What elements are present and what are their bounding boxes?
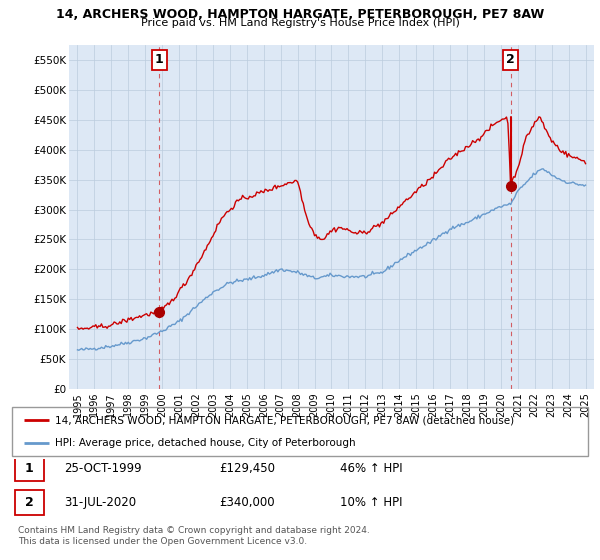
Text: 2: 2: [25, 496, 34, 509]
Text: 2: 2: [506, 53, 515, 67]
Text: 46% ↑ HPI: 46% ↑ HPI: [340, 463, 403, 475]
Text: 1: 1: [155, 53, 163, 67]
Text: 14, ARCHERS WOOD, HAMPTON HARGATE, PETERBOROUGH, PE7 8AW: 14, ARCHERS WOOD, HAMPTON HARGATE, PETER…: [56, 8, 544, 21]
Text: 1: 1: [25, 463, 34, 475]
Bar: [15, 490, 44, 515]
Text: 25-OCT-1999: 25-OCT-1999: [64, 463, 142, 475]
Text: Contains HM Land Registry data © Crown copyright and database right 2024.
This d: Contains HM Land Registry data © Crown c…: [18, 526, 370, 546]
Text: 14, ARCHERS WOOD, HAMPTON HARGATE, PETERBOROUGH, PE7 8AW (detached house): 14, ARCHERS WOOD, HAMPTON HARGATE, PETER…: [55, 416, 514, 426]
Bar: [15, 456, 44, 481]
Text: £340,000: £340,000: [220, 496, 275, 509]
Text: 31-JUL-2020: 31-JUL-2020: [64, 496, 136, 509]
Text: £129,450: £129,450: [220, 463, 275, 475]
Text: HPI: Average price, detached house, City of Peterborough: HPI: Average price, detached house, City…: [55, 438, 356, 448]
Text: Price paid vs. HM Land Registry's House Price Index (HPI): Price paid vs. HM Land Registry's House …: [140, 18, 460, 29]
Text: 10% ↑ HPI: 10% ↑ HPI: [340, 496, 403, 509]
